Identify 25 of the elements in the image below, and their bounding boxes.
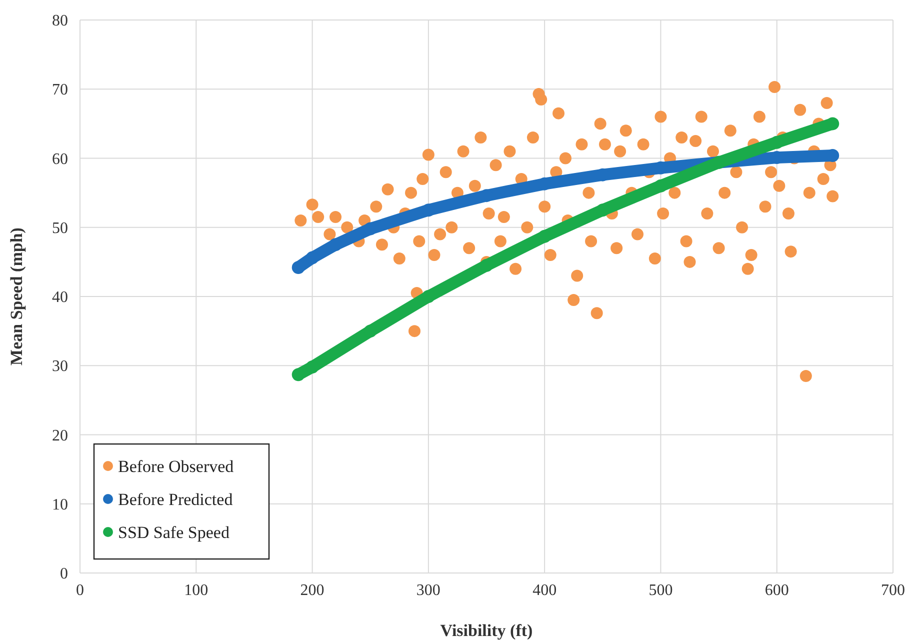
y-tick-label: 0 bbox=[60, 566, 68, 583]
y-tick-label: 50 bbox=[52, 220, 68, 237]
point bbox=[292, 368, 305, 382]
x-tick-label: 300 bbox=[416, 582, 440, 599]
x-tick-label: 200 bbox=[300, 582, 324, 599]
x-tick-label: 0 bbox=[76, 582, 84, 599]
x-tick-label: 700 bbox=[881, 582, 905, 599]
y-axis-title: Mean Speed (mph) bbox=[7, 228, 26, 366]
point bbox=[292, 260, 305, 274]
y-tick-label: 30 bbox=[52, 358, 68, 376]
x-tick-label: 500 bbox=[648, 582, 673, 599]
legend-label: SSD Safe Speed bbox=[118, 522, 230, 542]
legend-label: Before Predicted bbox=[118, 490, 234, 509]
x-axis-title: Visibility (ft) bbox=[440, 621, 533, 640]
y-tick-label: 20 bbox=[52, 427, 68, 444]
y-tick-label: 10 bbox=[52, 496, 68, 514]
legend-label: Before Observed bbox=[118, 456, 234, 476]
x-tick-label: 600 bbox=[764, 582, 789, 599]
x-tick-label: 400 bbox=[532, 582, 557, 599]
y-tick-label: 60 bbox=[52, 150, 68, 168]
y-tick-label: 40 bbox=[52, 289, 68, 306]
point bbox=[826, 117, 840, 130]
y-tick-label: 80 bbox=[52, 12, 68, 30]
y-tick-label: 70 bbox=[52, 82, 68, 99]
x-tick-label: 100 bbox=[184, 582, 208, 599]
